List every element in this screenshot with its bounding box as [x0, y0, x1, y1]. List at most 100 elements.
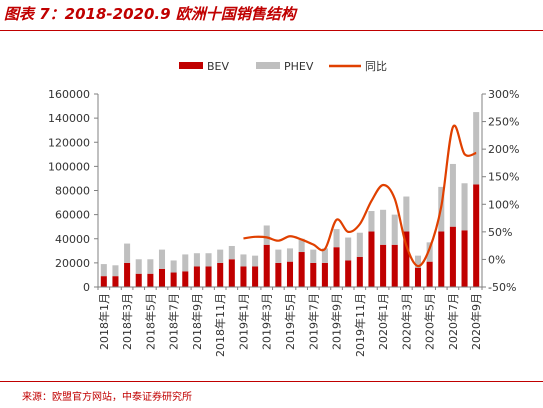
sales-structure-chart: BEV PHEV 同比 0 20000 40000 60000 80000 100000 120… — [48, 60, 519, 357]
bev-bar — [275, 262, 282, 288]
phev-bar — [286, 248, 294, 262]
right-tick-label: 200% — [488, 143, 519, 156]
bev-bar — [100, 276, 107, 287]
phev-bar — [205, 253, 212, 267]
chart-legend: BEV PHEV 同比 — [179, 60, 387, 73]
phev-bar — [461, 183, 468, 231]
x-tick-label: 2020年1月 — [376, 293, 390, 350]
x-tick-label: 2018年9月 — [190, 293, 204, 350]
bev-bar — [414, 267, 422, 287]
x-tick-label: 2019年7月 — [306, 293, 320, 350]
bev-bar — [426, 261, 433, 287]
phev-bar — [380, 209, 387, 245]
bev-bar — [286, 261, 294, 287]
left-tick-label: 80000 — [55, 185, 90, 198]
phev-bar — [426, 242, 433, 262]
left-tick-label: 120000 — [48, 136, 90, 149]
phev-bar — [124, 243, 131, 263]
phev-bar — [321, 248, 328, 263]
x-tick-label: 2019年9月 — [330, 293, 344, 350]
bev-bar — [252, 266, 259, 287]
phev-bar — [275, 249, 282, 263]
bev-bar — [321, 262, 328, 288]
x-tick-label: 2018年3月 — [120, 293, 134, 350]
right-tick-label: 50% — [488, 226, 512, 239]
right-tick-label: -50% — [488, 281, 516, 294]
phev-bar — [100, 264, 107, 277]
bev-bar — [263, 244, 270, 287]
left-tick-label: 160000 — [48, 88, 90, 101]
phev-bar — [170, 260, 177, 273]
bev-bar — [135, 273, 142, 287]
bev-bar — [240, 266, 247, 287]
bev-bar — [473, 184, 480, 287]
bev-bar — [170, 272, 177, 287]
legend-yoy-label: 同比 — [365, 60, 387, 73]
legend-phev-swatch — [256, 62, 280, 69]
bev-bar — [368, 231, 375, 287]
left-tick-label: 20000 — [55, 257, 90, 270]
left-tick-label: 140000 — [48, 112, 90, 125]
bev-bar — [228, 259, 235, 287]
right-tick-label: 250% — [488, 116, 519, 129]
bev-bar — [461, 230, 468, 287]
phev-bar — [193, 253, 200, 267]
phev-bar — [310, 249, 317, 263]
bev-bar — [345, 260, 352, 287]
x-tick-label: 2018年11月 — [213, 293, 227, 357]
bev-bar — [356, 256, 363, 287]
phev-bar — [368, 211, 375, 232]
x-axis: 2018年1月 2018年3月 2018年5月 2018年7月 2018年9月 2018年… — [97, 286, 483, 357]
phev-bar — [449, 163, 456, 227]
phev-bar — [473, 112, 480, 185]
x-tick-label: 2019年3月 — [260, 293, 274, 350]
phev-bar — [333, 229, 340, 248]
phev-bar — [112, 265, 119, 277]
phev-bar — [228, 245, 235, 260]
phev-bar — [217, 249, 224, 263]
x-tick-label: 2018年7月 — [167, 293, 181, 350]
x-tick-label: 2019年5月 — [283, 293, 297, 350]
bev-bar — [333, 247, 340, 287]
bev-bar — [391, 244, 398, 287]
bev-bar — [147, 273, 154, 287]
phev-bar — [147, 259, 154, 274]
phev-bar — [158, 249, 166, 269]
left-tick-label: 40000 — [55, 233, 90, 246]
legend-bev-swatch — [179, 62, 203, 69]
phev-bar — [252, 255, 259, 267]
phev-bar — [298, 238, 305, 253]
x-tick-label: 2019年11月 — [353, 293, 367, 357]
footer-rule — [0, 381, 543, 382]
bev-bar — [124, 262, 131, 288]
source-note: 来源：欧盟官方网站，中泰证券研究所 — [22, 392, 192, 403]
right-tick-label: 300% — [488, 88, 519, 101]
bev-bar — [112, 276, 119, 287]
left-tick-label: 60000 — [55, 209, 90, 222]
bev-bar — [205, 266, 212, 287]
phev-bar — [345, 237, 352, 261]
x-tick-label: 2020年5月 — [423, 293, 437, 350]
bev-bar — [310, 262, 317, 288]
bev-bar — [403, 231, 410, 287]
phev-bar — [403, 196, 410, 232]
phev-bar — [356, 232, 363, 257]
x-tick-label: 2018年5月 — [143, 293, 157, 350]
x-tick-label: 2020年9月 — [469, 293, 483, 350]
x-tick-label: 2018年1月 — [97, 293, 111, 350]
title-rule — [0, 30, 543, 31]
bev-bar — [449, 226, 456, 287]
bev-bar — [380, 244, 387, 287]
phev-bar — [240, 254, 247, 267]
right-axis: -50% 0% 50% 100% 150% 200% 250% 300% — [481, 88, 519, 294]
x-tick-label: 2020年7月 — [446, 293, 460, 350]
phev-bar — [263, 225, 270, 245]
phev-bar — [182, 254, 189, 272]
figure-title: 图表 7：2018-2020.9 欧洲十国销售结构 — [4, 5, 296, 23]
right-tick-label: 150% — [488, 171, 519, 184]
bev-bar — [217, 262, 224, 288]
phev-bar — [135, 259, 142, 274]
bev-bar — [158, 268, 166, 287]
yoy-line — [243, 124, 477, 268]
left-tick-label: 100000 — [48, 160, 90, 173]
